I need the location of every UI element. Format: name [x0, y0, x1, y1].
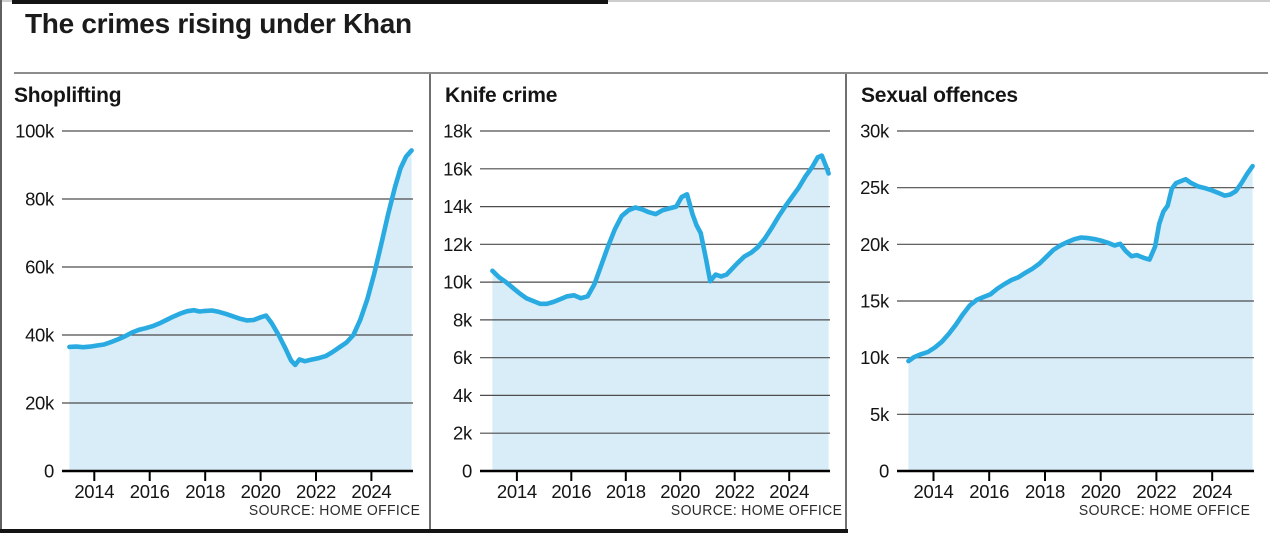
y-axis-tick-label: 60k [25, 257, 55, 278]
x-axis-tick-label: 2020 [660, 481, 700, 502]
y-axis-tick-label: 20k [25, 393, 55, 414]
y-axis-tick-label: 30k [860, 121, 890, 142]
area-fill [492, 155, 829, 471]
y-axis-tick-label: 80k [25, 189, 55, 210]
y-axis-tick-label: 20k [860, 234, 890, 255]
y-axis-tick-label: 12k [443, 234, 473, 255]
source-label: SOURCE: HOME OFFICE [670, 502, 842, 519]
x-axis-tick-label: 2016 [969, 481, 1009, 502]
title-divider-rule [14, 72, 1268, 74]
x-axis-tick-label: 2016 [551, 481, 591, 502]
x-axis-tick-label: 2024 [769, 481, 809, 502]
bottom-rule-black [0, 529, 848, 533]
y-axis-tick-label: 14k [443, 196, 473, 217]
data-line [490, 153, 831, 307]
page-title: The crimes rising under Khan [25, 8, 412, 39]
area-fill [69, 150, 412, 471]
y-axis-tick-label: 10k [860, 347, 890, 368]
sexual-offences-area-chart: 30k 25k 20k 15k 10k 5k 0 2014 2016 2018 2020 2022 20… [860, 121, 1255, 502]
y-axis-tick-label: 10k [443, 272, 473, 293]
area-fill [908, 166, 1253, 471]
source-label: SOURCE: HOME OFFICE [248, 502, 420, 519]
y-axis-tick-label: 2k [453, 423, 473, 444]
y-axis-tick-label: 4k [453, 385, 473, 406]
x-axis-tick-label: 2018 [185, 481, 225, 502]
y-axis-tick-label: 15k [860, 291, 890, 312]
x-axis-tick-label: 2022 [296, 481, 336, 502]
x-axis-tick-label: 2022 [1136, 481, 1176, 502]
y-axis-tick-label: 18k [443, 121, 473, 142]
x-axis-tick-label: 2018 [606, 481, 646, 502]
top-rule-black [12, 0, 608, 4]
y-axis-tick-label: 0 [44, 461, 54, 482]
y-axis-tick-label: 8k [453, 309, 473, 330]
y-axis-tick-label: 40k [25, 325, 55, 346]
y-axis-tick-label: 100k [15, 121, 55, 142]
panel-divider [429, 74, 431, 533]
y-axis-tick-label: 5k [870, 404, 890, 425]
x-axis-tick-label: 2016 [130, 481, 170, 502]
x-axis-tick-label: 2024 [351, 481, 391, 502]
x-axis-tick-label: 2014 [497, 481, 537, 502]
left-border-rule [0, 0, 2, 533]
x-axis-tick-label: 2018 [1025, 481, 1065, 502]
shoplifting-area-chart: 100k 80k 60k 40k 20k 0 2014 2016 2018 2020 2022 202… [15, 121, 414, 502]
x-axis-tick-label: 2020 [1081, 481, 1121, 502]
chart-panel-sexual-offences: Sexual offences 30k 25k 20k 15k 10k 5k 0 2014 20… [847, 74, 1280, 533]
data-line [906, 163, 1255, 364]
x-axis-tick-label: 2022 [715, 481, 755, 502]
knife-crime-area-chart: 18k 16k 14k 12k 10k 8k 6k 4k 2k 0 2014 2016 2018 2020… [443, 121, 831, 502]
data-line [67, 148, 414, 368]
y-axis-tick-label: 0 [462, 461, 472, 482]
x-axis-tick-label: 2024 [1192, 481, 1232, 502]
x-axis-tick-label: 2014 [914, 481, 954, 502]
y-axis-tick-label: 6k [453, 347, 473, 368]
source-label: SOURCE: HOME OFFICE [1078, 502, 1250, 519]
panel-divider [845, 74, 847, 533]
y-axis-tick-label: 25k [860, 177, 890, 198]
chart-title-shoplifting: Shoplifting [14, 84, 122, 107]
y-axis-tick-label: 0 [879, 461, 889, 482]
x-axis-tick-label: 2020 [241, 481, 281, 502]
chart-panel-shoplifting: Shoplifting 100k 80k 60k 40k 20k 0 2014 2016 201… [2, 74, 430, 533]
x-axis-tick-label: 2014 [74, 481, 114, 502]
chart-panel-knife-crime: Knife crime 18k 16k 14k 12k 10k 8k 6k 4k 2k 0 2014… [431, 74, 845, 533]
chart-title-knife-crime: Knife crime [445, 84, 558, 107]
chart-title-sexual-offences: Sexual offences [861, 84, 1018, 107]
top-rule-gray [0, 0, 1270, 2]
y-axis-tick-label: 16k [443, 158, 473, 179]
